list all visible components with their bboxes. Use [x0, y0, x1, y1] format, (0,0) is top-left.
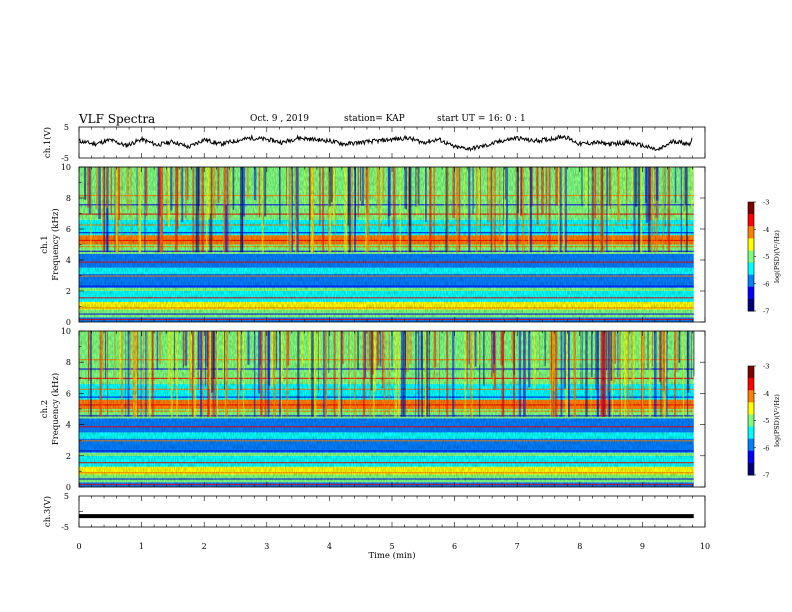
colorbar-2-swatch [748, 438, 754, 452]
colorbar-1-tick-label: -5 [763, 253, 769, 261]
colorbar-2-swatch [748, 402, 754, 415]
colorbar-1-tick-label: -4 [763, 226, 769, 234]
ch1-spectrogram-texture [79, 167, 694, 322]
colorbar-2-tick-label: -3 [763, 363, 769, 371]
colorbar-2-swatch [748, 450, 754, 464]
colorbar-2-tick-label: -7 [763, 472, 769, 480]
ch2-spectrogram-ytick-label: 0 [66, 483, 71, 492]
colorbar-1-swatch [748, 226, 754, 239]
ch1-spectrogram-ytick-label: 8 [66, 194, 71, 203]
colorbar-1-tick-label: -3 [763, 199, 769, 207]
x-axis-label: Time (min) [368, 550, 415, 561]
ch3-waveform-ytick-label: -5 [61, 523, 69, 532]
ch1-spectrogram-ylabel-channel: ch.1 [40, 235, 50, 253]
x-axis: 0 1 2 3 4 5 6 7 8 9 10 Time (min) [76, 542, 710, 561]
colorbar-1-label: log(PSD)(V²/Hz) [773, 230, 781, 283]
x-tick-label: 4 [327, 542, 332, 551]
ch2-spectrogram-ylabel-channel: ch.2 [40, 400, 50, 418]
ch1-spectrogram-ytick-label: 4 [66, 256, 71, 265]
ch1-spectrogram-panel: 0 2 4 6 8 10 ch.1 Frequency (kHz) [40, 163, 706, 327]
ch1-spectrogram-ytick-label: 0 [66, 318, 71, 327]
ch1-spectrogram-image [79, 167, 694, 322]
ch2-spectrogram-ytick-label: 2 [66, 452, 71, 461]
ch1-waveform-ytick-label: 5 [64, 123, 69, 132]
colorbar-2-tick-label: -6 [763, 444, 769, 452]
ch1-waveform-ytick-label: -5 [61, 154, 69, 163]
x-tick-label: 1 [139, 542, 144, 551]
ch2-spectrogram-ytick-label: 6 [66, 389, 71, 398]
ch1-spectrogram-ytick-label: 6 [66, 225, 71, 234]
colorbar-1-swatch [748, 214, 754, 227]
x-tick-label: 7 [515, 542, 520, 551]
x-tick-label: 5 [389, 542, 394, 551]
x-tick-label: 6 [452, 542, 457, 551]
ch1-waveform-panel: 5 -5 ch.1(V) [42, 123, 706, 163]
colorbar-1-tick-label: -7 [763, 308, 769, 316]
start-time-label: start UT = 16: 0 : 1 [437, 114, 526, 124]
x-tick-label: 8 [577, 542, 582, 551]
colorbar-1-swatch [748, 238, 754, 251]
colorbar-2-swatch [748, 462, 754, 476]
ch1-waveform-ylabel: ch.1(V) [42, 127, 53, 158]
colorbar-1-swatch [748, 286, 754, 300]
x-tick-label: 10 [700, 542, 710, 551]
colorbar-1-swatch [748, 274, 754, 288]
colorbar-2-tick-label: -4 [763, 390, 769, 398]
ch1-spectrogram-ytick-label: 2 [66, 287, 71, 296]
x-tick-label: 2 [202, 542, 207, 551]
colorbar-1-swatch [748, 202, 754, 215]
ch2-spectrogram-ytick-label: 4 [66, 421, 71, 430]
ch1-spectrogram-ytick-label: 10 [61, 163, 71, 172]
x-tick-label: 9 [640, 542, 645, 551]
station-label: station= KAP [344, 114, 405, 124]
colorbar-2-tick-label: -5 [763, 417, 769, 425]
colorbar-1-swatch [748, 250, 754, 264]
figure-title: VLF Spectra [79, 112, 156, 126]
ch2-spectrogram-ylabel-frequency: Frequency (kHz) [50, 373, 61, 445]
ch2-spectrogram-burst [693, 331, 695, 377]
ch1-colorbar: -3 -4 -5 -6 -7 log(PSD)(V²/Hz) [747, 199, 781, 316]
colorbar-1-swatch [748, 298, 754, 312]
colorbar-2-swatch [748, 366, 754, 379]
ch2-spectrogram-panel: 0 2 4 6 8 10 ch.2 Frequency (kHz) [40, 327, 706, 492]
ch3-waveform-ylabel: ch.3(V) [42, 496, 53, 527]
colorbar-1-tick-label: -6 [763, 280, 769, 288]
colorbar-2-swatch [748, 390, 754, 403]
colorbar-1-swatch [748, 262, 754, 276]
ch3-waveform-ytick-label: 5 [64, 492, 69, 501]
ch2-spectrogram-ytick-label: 8 [66, 358, 71, 367]
ch1-waveform-trace [78, 133, 693, 152]
colorbar-2-swatch [748, 414, 754, 428]
colorbar-2-swatch [748, 426, 754, 440]
x-tick-label: 3 [264, 542, 269, 551]
ch1-spectrogram-ylabel-frequency: Frequency (kHz) [50, 208, 61, 280]
colorbar-2-swatch [748, 378, 754, 391]
x-tick-label: 0 [76, 542, 81, 551]
ch2-spectrogram-texture [79, 331, 694, 487]
ch2-spectrogram-ytick-label: 10 [61, 327, 71, 336]
colorbar-2-label: log(PSD)(V²/Hz) [773, 394, 781, 447]
ch3-waveform-panel: 5 -5 ch.3(V) [42, 492, 706, 532]
ch2-colorbar: -3 -4 -5 -6 -7 log(PSD)(V²/Hz) [747, 363, 781, 480]
date-label: Oct. 9 , 2019 [250, 114, 309, 124]
ch2-spectrogram-image [79, 331, 695, 487]
